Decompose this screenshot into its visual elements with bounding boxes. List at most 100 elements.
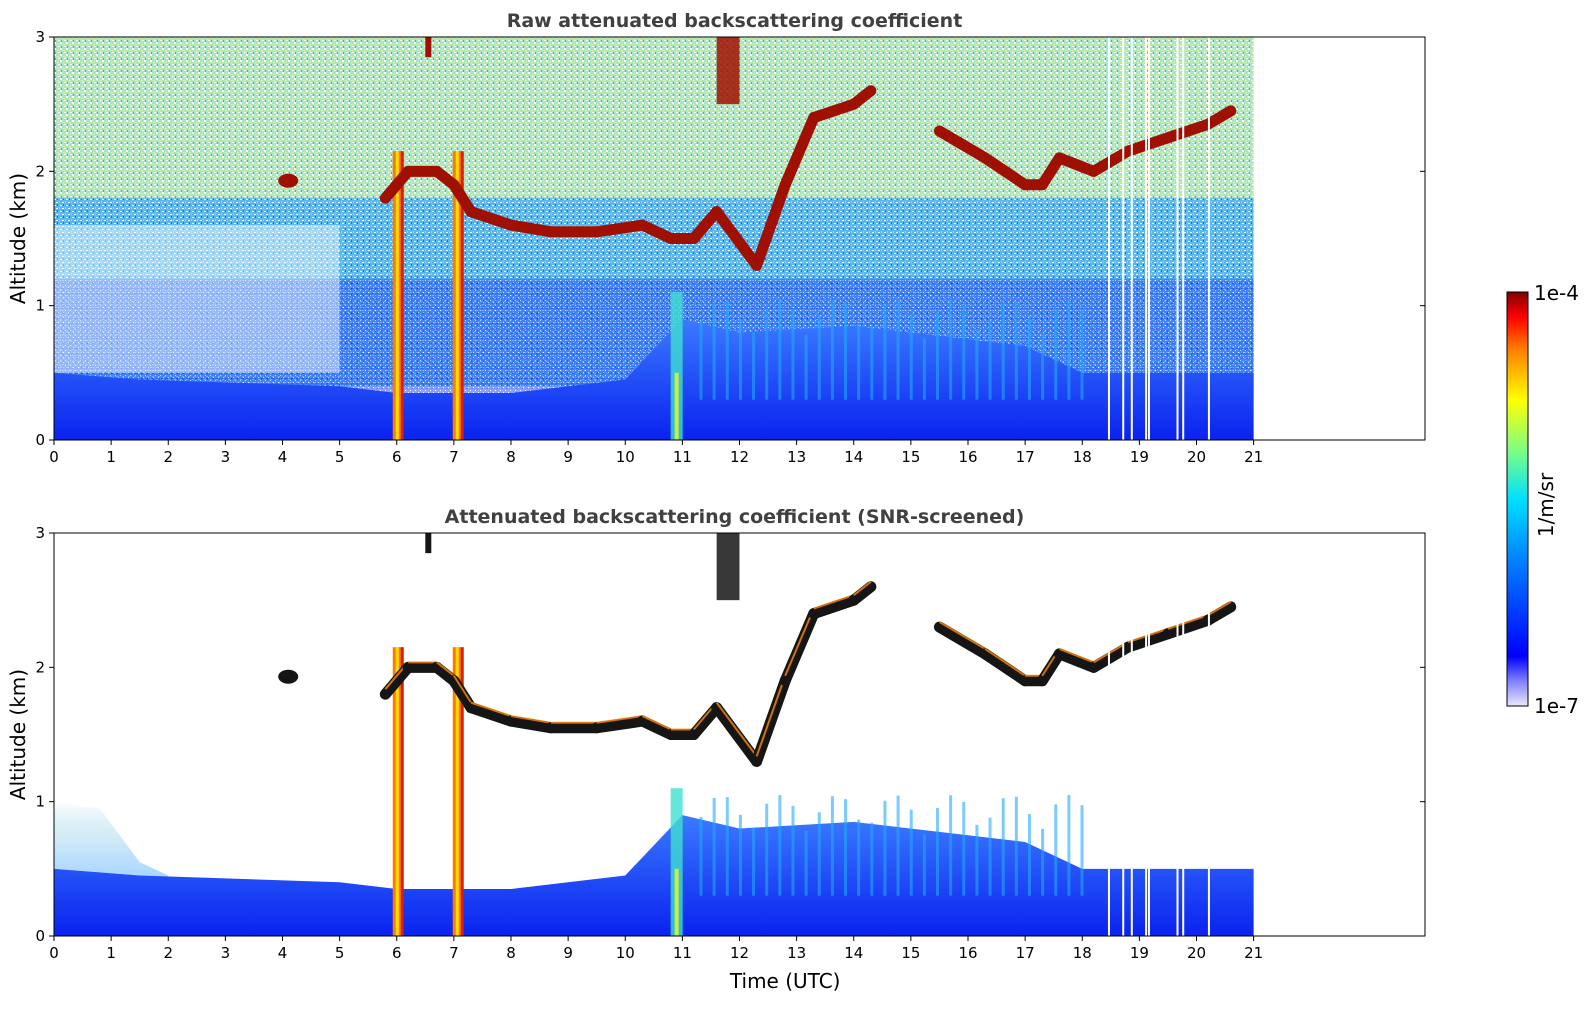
boundary-layer — [54, 815, 1254, 936]
cloud-layer-edge — [470, 701, 512, 718]
convective-streak — [883, 304, 887, 400]
x-tick-label: 4 — [278, 448, 288, 466]
convective-streak — [1001, 798, 1005, 896]
colorbar: 1e-4 1e-7 1/m/sr — [1506, 281, 1579, 718]
cloud-layer-edge — [1167, 614, 1209, 630]
x-tick-label: 9 — [563, 944, 573, 962]
cloud-fragment — [425, 533, 432, 554]
x-tick-label: 18 — [1073, 448, 1092, 466]
panel-screened-y-axis-label: Altitude (km) — [6, 669, 30, 800]
convective-streak — [765, 803, 769, 896]
missing-data-gap — [1145, 533, 1148, 936]
convective-streak — [883, 800, 887, 896]
raw-noise-upper — [54, 37, 1254, 199]
x-tick-label: 6 — [392, 448, 402, 466]
convective-streak — [949, 299, 953, 400]
cloud-layer-edge — [813, 594, 855, 610]
convective-streak — [699, 816, 703, 896]
missing-data-gap — [1207, 533, 1210, 936]
y-tick-label: 2 — [35, 162, 45, 180]
x-tick-label: 2 — [163, 448, 173, 466]
convective-streak — [738, 318, 742, 400]
convective-streak — [791, 309, 795, 400]
aerosol-plume-core — [674, 868, 679, 936]
missing-data-gap — [1182, 533, 1185, 936]
x-tick-label: 5 — [335, 448, 345, 466]
convective-streak — [870, 326, 874, 400]
x-tick-label: 10 — [616, 448, 635, 466]
convective-streak — [725, 797, 729, 896]
convective-streak — [975, 824, 979, 896]
convective-streak — [738, 814, 742, 896]
panel-screened: Attenuated backscattering coefficient (S… — [6, 506, 1426, 993]
cloud-layer-segment — [1053, 152, 1100, 177]
missing-data-gap — [1122, 533, 1125, 936]
precip-column-core — [395, 151, 399, 440]
cloud-layer-segment — [808, 98, 860, 124]
cloud-layer-segment — [505, 715, 557, 734]
missing-data-gap — [1147, 533, 1150, 936]
panel-raw-heatmap — [54, 37, 1254, 440]
x-tick-label: 7 — [449, 448, 459, 466]
precip-column-edge — [460, 151, 464, 440]
panel-raw-title: Raw attenuated backscattering coefficien… — [507, 10, 963, 32]
x-tick-label: 19 — [1130, 944, 1149, 962]
x-tick-label: 16 — [958, 944, 977, 962]
x-tick-label: 13 — [787, 448, 806, 466]
convective-streak — [778, 794, 782, 896]
x-tick-label: 15 — [901, 448, 920, 466]
precip-column-core — [455, 151, 459, 440]
convective-streak — [857, 323, 861, 400]
convective-streak — [1080, 309, 1084, 400]
x-tick-label: 17 — [1016, 944, 1035, 962]
convective-streak — [962, 801, 966, 896]
y-tick-label: 3 — [35, 28, 45, 46]
cloud-layer-segment — [1088, 641, 1134, 673]
cloud-layer-segment — [779, 112, 820, 191]
cloud-layer-edge — [436, 661, 455, 677]
cloud-layer-segment — [379, 661, 414, 700]
missing-data-gap — [1147, 37, 1150, 440]
x-tick-label: 9 — [563, 448, 573, 466]
cloud-layer-edge — [715, 702, 758, 757]
x-tick-label: 13 — [787, 944, 806, 962]
cloud-layer-segment — [933, 621, 991, 660]
y-tick-label: 2 — [35, 658, 45, 676]
cloud-layer-edge — [755, 675, 787, 757]
cloud-layer-segment — [1202, 601, 1237, 626]
convective-streak — [922, 338, 926, 400]
x-tick-label: 20 — [1187, 944, 1206, 962]
convective-streak — [1027, 814, 1031, 896]
cloud-layer-edge — [453, 675, 472, 704]
x-tick-label: 12 — [730, 448, 749, 466]
precip-column-edge — [400, 647, 404, 936]
cloud-fragment — [716, 37, 740, 105]
cloud-layer-segment — [1053, 648, 1100, 673]
x-tick-label: 19 — [1130, 448, 1149, 466]
convective-streak — [1014, 300, 1018, 400]
convective-streak — [975, 328, 979, 400]
x-tick-label: 17 — [1016, 448, 1035, 466]
x-tick-label: 14 — [844, 448, 863, 466]
x-tick-label: 1 — [106, 448, 116, 466]
precip-column-core — [395, 647, 399, 936]
x-tick-label: 5 — [335, 944, 345, 962]
convective-streak — [804, 334, 808, 400]
cloud-layer-segment — [808, 594, 860, 620]
convective-streak — [857, 819, 861, 896]
cloud-layer-segment — [711, 206, 763, 271]
convective-streak — [1041, 828, 1045, 896]
x-tick-label: 0 — [49, 944, 59, 962]
x-tick-label: 16 — [958, 448, 977, 466]
convective-streak — [988, 321, 992, 400]
cloud-layer-segment — [688, 702, 723, 740]
aerosol-plume-core — [674, 372, 679, 440]
x-tick-label: 20 — [1187, 448, 1206, 466]
panel-raw-y-ticks: 0 1 2 3 — [35, 28, 1425, 449]
missing-data-gap — [1176, 533, 1179, 936]
x-tick-label: 21 — [1244, 944, 1263, 962]
convective-streak — [830, 796, 834, 896]
cloud-layer-edge — [596, 715, 643, 724]
cloud-layer-segment — [688, 206, 723, 244]
